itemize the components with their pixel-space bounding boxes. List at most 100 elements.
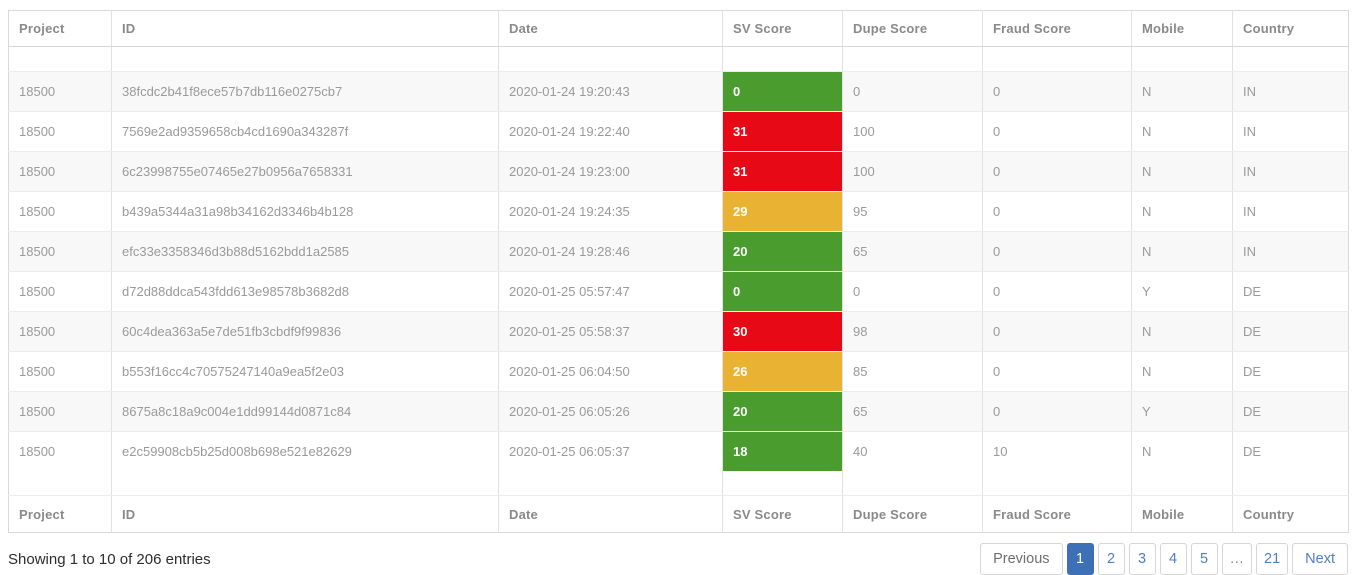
cell-mobile: N xyxy=(1131,111,1233,152)
empty-cell xyxy=(982,46,1132,72)
cell-sv_score: 18 xyxy=(722,431,843,496)
cell-id: 7569e2ad9359658cb4cd1690a343287f xyxy=(111,111,499,152)
cell-sv_score: 30 xyxy=(722,311,843,352)
cell-project: 18500 xyxy=(8,151,112,192)
cell-dupe_score: 100 xyxy=(842,151,983,192)
cell-sv_score: 31 xyxy=(722,111,843,152)
pagination-page-3[interactable]: 3 xyxy=(1128,543,1156,575)
sv-score-badge-red: 31 xyxy=(723,152,842,191)
cell-date: 2020-01-25 05:58:37 xyxy=(498,311,723,352)
footer-column-header-sv_score: SV Score xyxy=(722,495,843,533)
cell-mobile: Y xyxy=(1131,391,1233,432)
cell-id: efc33e3358346d3b88d5162bdd1a2585 xyxy=(111,231,499,272)
cell-project: 18500 xyxy=(8,311,112,352)
sv-score-badge-green: 18 xyxy=(723,432,842,471)
records-table: Project ID Date SV Score Dupe Score Fraud Sco… xyxy=(8,10,1349,533)
cell-sv_score: 26 xyxy=(722,351,843,392)
table-row: 18500 b553f16cc4c70575247140a9ea5f2e03 202… xyxy=(8,351,1349,392)
cell-country: IN xyxy=(1232,231,1349,272)
pagination-page-21[interactable]: 21 xyxy=(1256,543,1289,575)
pagination-previous-button[interactable]: Previous xyxy=(980,543,1063,575)
footer-column-header-country: Country xyxy=(1232,495,1349,533)
cell-sv_score: 0 xyxy=(722,71,843,112)
column-header-date[interactable]: Date xyxy=(498,10,723,47)
cell-project: 18500 xyxy=(8,191,112,232)
sv-score-badge-green: 0 xyxy=(723,272,842,311)
cell-dupe_score: 65 xyxy=(842,231,983,272)
sv-score-badge-red: 30 xyxy=(723,312,842,351)
cell-country: IN xyxy=(1232,71,1349,112)
cell-mobile: N xyxy=(1131,431,1233,496)
entries-summary: Showing 1 to 10 of 206 entries xyxy=(8,550,211,568)
cell-dupe_score: 0 xyxy=(842,71,983,112)
cell-mobile: N xyxy=(1131,71,1233,112)
cell-id: 60c4dea363a5e7de51fb3cbdf9f99836 xyxy=(111,311,499,352)
table-row: 18500 e2c59908cb5b25d008b698e521e82629 202… xyxy=(8,431,1349,496)
pagination-ellipsis[interactable]: … xyxy=(1221,543,1253,575)
table-footer-header: Project ID Date SV Score Dupe Score Fraud Sco… xyxy=(8,495,1349,533)
cell-project: 18500 xyxy=(8,351,112,392)
empty-cell xyxy=(722,46,843,72)
cell-id: b553f16cc4c70575247140a9ea5f2e03 xyxy=(111,351,499,392)
cell-mobile: N xyxy=(1131,191,1233,232)
cell-project: 18500 xyxy=(8,431,112,496)
empty-cell xyxy=(1131,46,1233,72)
pagination-next-button[interactable]: Next xyxy=(1292,543,1348,575)
cell-fraud_score: 0 xyxy=(982,391,1132,432)
cell-dupe_score: 65 xyxy=(842,391,983,432)
cell-fraud_score: 0 xyxy=(982,271,1132,312)
cell-country: DE xyxy=(1232,351,1349,392)
sv-score-badge-green: 20 xyxy=(723,392,842,431)
cell-mobile: N xyxy=(1131,311,1233,352)
cell-date: 2020-01-25 06:05:37 xyxy=(498,431,723,496)
column-header-dupe_score[interactable]: Dupe Score xyxy=(842,10,983,47)
cell-date: 2020-01-24 19:28:46 xyxy=(498,231,723,272)
cell-country: DE xyxy=(1232,271,1349,312)
cell-fraud_score: 0 xyxy=(982,311,1132,352)
sv-score-badge-amber: 26 xyxy=(723,352,842,391)
empty-cell xyxy=(498,46,723,72)
column-header-project[interactable]: Project xyxy=(8,10,112,47)
cell-country: IN xyxy=(1232,191,1349,232)
pagination-page-2[interactable]: 2 xyxy=(1097,543,1125,575)
cell-date: 2020-01-25 05:57:47 xyxy=(498,271,723,312)
column-header-fraud_score[interactable]: Fraud Score xyxy=(982,10,1132,47)
empty-cell xyxy=(1232,46,1349,72)
cell-id: e2c59908cb5b25d008b698e521e82629 xyxy=(111,431,499,496)
footer-column-header-date: Date xyxy=(498,495,723,533)
cell-country: DE xyxy=(1232,391,1349,432)
sv-score-badge-green: 0 xyxy=(723,72,842,111)
pagination-page-1[interactable]: 1 xyxy=(1066,543,1094,575)
cell-id: 38fcdc2b41f8ece57b7db116e0275cb7 xyxy=(111,71,499,112)
pagination-page-4[interactable]: 4 xyxy=(1159,543,1187,575)
column-header-country[interactable]: Country xyxy=(1232,10,1349,47)
cell-id: b439a5344a31a98b34162d3346b4b128 xyxy=(111,191,499,232)
cell-fraud_score: 0 xyxy=(982,151,1132,192)
cell-dupe_score: 0 xyxy=(842,271,983,312)
footer-column-header-fraud_score: Fraud Score xyxy=(982,495,1132,533)
cell-country: DE xyxy=(1232,311,1349,352)
cell-sv_score: 20 xyxy=(722,391,843,432)
column-header-sv_score[interactable]: SV Score xyxy=(722,10,843,47)
cell-dupe_score: 85 xyxy=(842,351,983,392)
cell-date: 2020-01-25 06:04:50 xyxy=(498,351,723,392)
cell-dupe_score: 95 xyxy=(842,191,983,232)
table-row: 18500 efc33e3358346d3b88d5162bdd1a2585 202… xyxy=(8,231,1349,272)
column-header-id[interactable]: ID xyxy=(111,10,499,47)
cell-id: d72d88ddca543fdd613e98578b3682d8 xyxy=(111,271,499,312)
footer-column-header-project: Project xyxy=(8,495,112,533)
table-row: 18500 8675a8c18a9c004e1dd99144d0871c84 202… xyxy=(8,391,1349,432)
footer-column-header-mobile: Mobile xyxy=(1131,495,1233,533)
cell-fraud_score: 0 xyxy=(982,71,1132,112)
table-row: 18500 b439a5344a31a98b34162d3346b4b128 202… xyxy=(8,191,1349,232)
cell-sv_score: 31 xyxy=(722,151,843,192)
cell-sv_score: 20 xyxy=(722,231,843,272)
cell-sv_score: 29 xyxy=(722,191,843,232)
table-row: 18500 d72d88ddca543fdd613e98578b3682d8 202… xyxy=(8,271,1349,312)
column-header-mobile[interactable]: Mobile xyxy=(1131,10,1233,47)
cell-mobile: N xyxy=(1131,231,1233,272)
cell-fraud_score: 0 xyxy=(982,351,1132,392)
pagination-page-5[interactable]: 5 xyxy=(1190,543,1218,575)
sv-score-badge-green: 20 xyxy=(723,232,842,271)
cell-dupe_score: 40 xyxy=(842,431,983,496)
